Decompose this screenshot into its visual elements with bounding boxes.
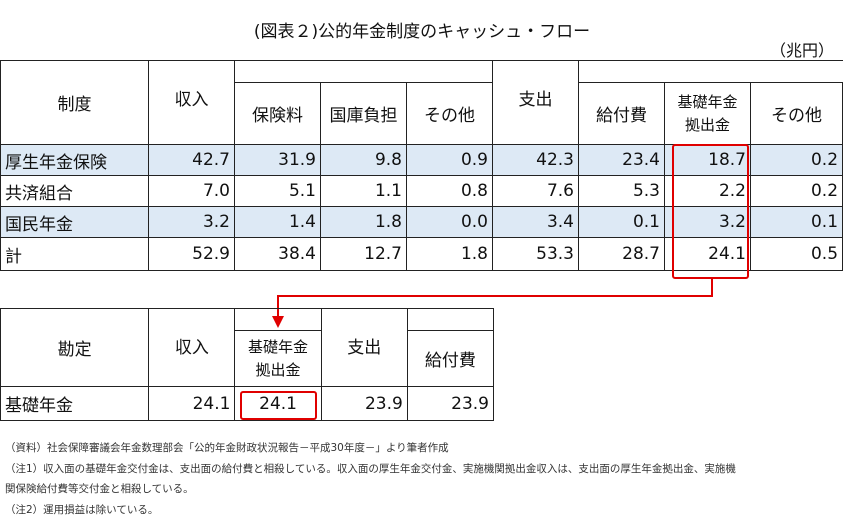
header-basic-contribution-received: 基礎年金 拠出金: [234, 330, 322, 387]
page-title: (図表２)公的年金制度のキャッシュ・フロー: [253, 22, 591, 42]
cell-basic-contribution: 3.2: [664, 206, 751, 238]
cell-treasury: 9.8: [320, 144, 407, 176]
cashflow-table: 制度 収入 支出 保険料 国庫負担 その他 給付費 基礎年金 拠出金 その他 厚…: [0, 60, 844, 271]
row-name: 基礎年金: [0, 386, 150, 421]
cell-income: 24.1: [148, 386, 236, 421]
header-benefit: 給付費: [406, 330, 495, 387]
cell-treasury: 1.1: [320, 175, 407, 207]
highlight-basic-contribution-received: [240, 391, 317, 420]
cell-other-in: 0.8: [406, 175, 493, 207]
cell-expense: 42.3: [492, 144, 579, 176]
cell-benefit: 23.9: [406, 386, 495, 421]
header-expense: 支出: [492, 60, 579, 145]
table-row: 厚生年金保険 42.7 31.9 9.8 0.9 42.3 23.4 18.7 …: [0, 144, 844, 176]
table-row: 計 52.9 38.4 12.7 1.8 53.3 28.7 24.1 0.5: [0, 237, 844, 271]
header-other-out: その他: [749, 82, 844, 145]
cell-premium: 38.4: [234, 237, 321, 271]
cell-premium: 5.1: [234, 175, 321, 207]
header-account: 勘定: [0, 308, 150, 387]
highlight-basic-contribution-column: [672, 144, 749, 279]
row-name: 国民年金: [0, 206, 149, 238]
cell-income: 52.9: [148, 237, 235, 271]
cell-expense: 53.3: [492, 237, 579, 271]
cell-benefit: 28.7: [578, 237, 665, 271]
header-expense-group-spacer: [406, 308, 495, 331]
cell-treasury: 1.8: [320, 206, 407, 238]
table-row: 国民年金 3.2 1.4 1.8 0.0 3.4 0.1 3.2 0.1: [0, 206, 844, 238]
cell-other-out: 0.1: [749, 206, 844, 238]
cell-benefit: 5.3: [578, 175, 665, 207]
cell-expense: 23.9: [320, 386, 408, 421]
cell-other-in: 0.0: [406, 206, 493, 238]
cell-treasury: 12.7: [320, 237, 407, 271]
cell-basic-contribution: 24.1: [664, 237, 751, 271]
cell-income: 3.2: [148, 206, 235, 238]
cell-other-out: 0.2: [749, 144, 844, 176]
header-basic-contribution-line1: 基礎年金: [677, 92, 738, 111]
cell-income: 7.0: [148, 175, 235, 207]
header-treasury: 国庫負担: [320, 82, 407, 145]
cell-expense: 3.4: [492, 206, 579, 238]
row-name: 厚生年金保険: [0, 144, 149, 176]
cell-other-in: 1.8: [406, 237, 493, 271]
cell-income: 42.7: [148, 144, 235, 176]
cell-premium: 1.4: [234, 206, 321, 238]
header-premium: 保険料: [234, 82, 321, 145]
cell-premium: 31.9: [234, 144, 321, 176]
header-income-group-spacer: [234, 308, 322, 331]
cell-expense: 7.6: [492, 175, 579, 207]
header-income: 収入: [148, 308, 236, 387]
header-basic-received-line2: 拠出金: [255, 360, 301, 379]
header-expense-group-spacer: [577, 60, 843, 83]
header-expense: 支出: [320, 308, 408, 387]
note-1-line-1: （注1）収入面の基礎年金交付金は、支出面の給付費と相殺している。収入面の厚生年金…: [5, 463, 736, 475]
header-basic-received-line1: 基礎年金: [248, 337, 309, 356]
note-1-line-2: 関保険給付費等交付金と相殺している。: [5, 483, 194, 495]
row-name: 計: [0, 237, 149, 271]
cell-benefit: 23.4: [578, 144, 665, 176]
header-basic-contribution-line2: 拠出金: [684, 115, 730, 134]
header-income-group-spacer: [234, 60, 493, 83]
header-other-in: その他: [406, 82, 493, 145]
cell-other-out: 0.2: [749, 175, 844, 207]
cell-other-out: 0.5: [749, 237, 844, 271]
row-name: 共済組合: [0, 175, 149, 207]
note-2: （注2）運用損益は除いている。: [5, 504, 159, 516]
header-system: 制度: [0, 60, 149, 145]
cell-other-in: 0.9: [406, 144, 493, 176]
cell-benefit: 0.1: [578, 206, 665, 238]
header-benefit: 給付費: [578, 82, 665, 145]
cell-basic-contribution: 2.2: [664, 175, 751, 207]
source-note: （資料）社会保障審議会年金数理部会「公的年金財政状況報告－平成30年度－」より筆…: [5, 442, 449, 454]
header-income: 収入: [148, 60, 235, 145]
header-basic-contribution: 基礎年金 拠出金: [664, 82, 751, 145]
unit-label: （兆円）: [769, 41, 834, 60]
